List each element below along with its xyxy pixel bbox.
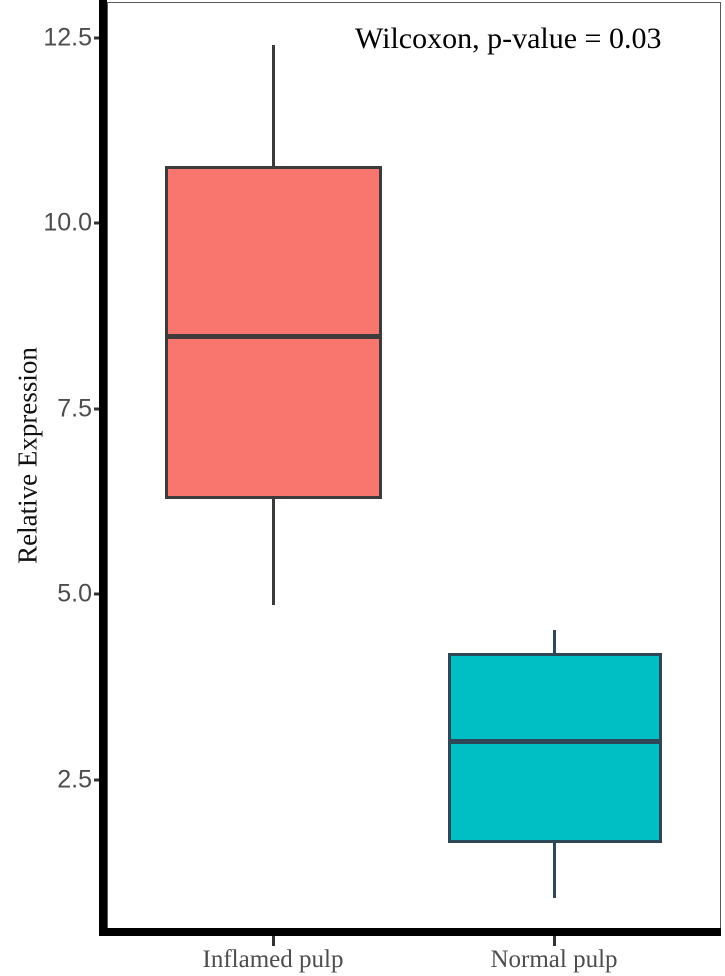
- y-axis-line: [99, 0, 107, 936]
- plot-panel: [107, 2, 721, 934]
- y-tick-label-12-5: 12.5: [43, 23, 92, 52]
- x-tick-label-inflamed-pulp: Inflamed pulp: [202, 946, 344, 973]
- y-tick-label-2-5: 2.5: [57, 765, 92, 794]
- y-tick-mark-7-5: [94, 407, 103, 411]
- x-tick-mark-inflamed-pulp: [272, 936, 275, 946]
- stat-annotation: Wilcoxon, p-value = 0.03: [355, 22, 662, 55]
- y-axis-tick-group: 12.5 10.0 7.5 5.0 2.5: [0, 0, 92, 976]
- y-tick-mark-10-0: [94, 221, 103, 225]
- y-tick-label-10-0: 10.0: [43, 208, 92, 237]
- y-tick-label-7-5: 7.5: [57, 394, 92, 423]
- y-tick-mark-5-0: [94, 592, 103, 596]
- x-tick-label-normal-pulp: Normal pulp: [490, 946, 618, 973]
- x-axis-line: [99, 928, 721, 936]
- median-line-inflamed-pulp: [165, 334, 382, 339]
- box-normal-pulp[interactable]: [448, 653, 662, 843]
- y-tick-label-5-0: 5.0: [57, 579, 92, 608]
- y-tick-mark-12-5: [94, 36, 103, 40]
- whisker-lower-normal-pulp: [553, 843, 556, 898]
- whisker-upper-inflamed-pulp: [272, 45, 275, 168]
- x-tick-mark-normal-pulp: [553, 936, 556, 946]
- whisker-lower-inflamed-pulp: [272, 499, 275, 605]
- median-line-normal-pulp: [448, 739, 662, 744]
- y-tick-mark-2-5: [94, 778, 103, 782]
- box-inflamed-pulp[interactable]: [165, 166, 382, 499]
- whisker-upper-normal-pulp: [553, 630, 556, 655]
